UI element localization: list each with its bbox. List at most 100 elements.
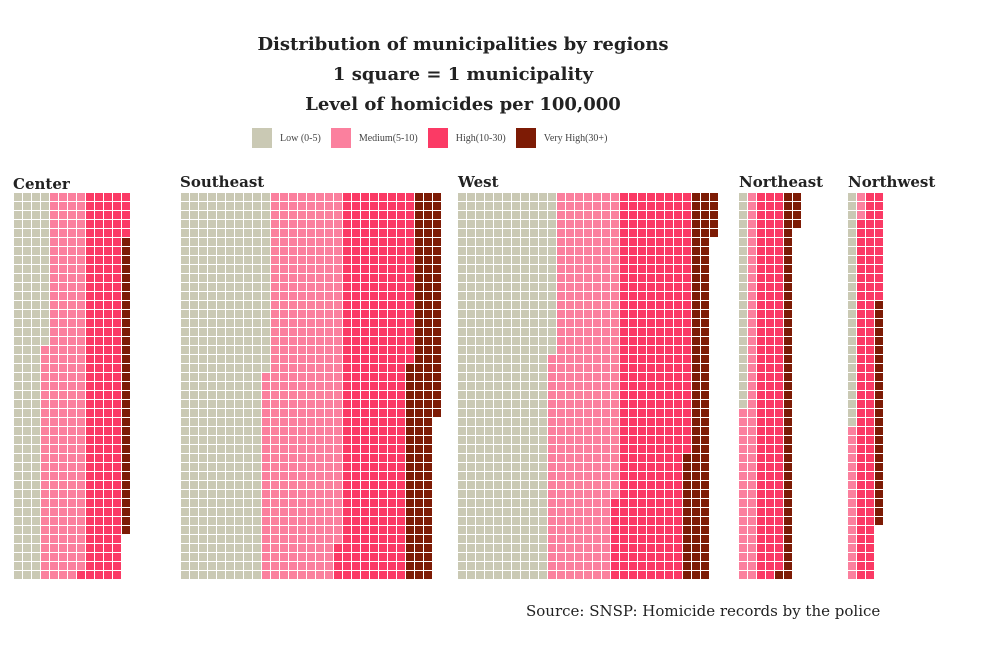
waffle-square-medium — [848, 517, 856, 525]
waffle-square-high — [647, 220, 655, 228]
waffle-square-medium — [602, 499, 610, 507]
waffle-square-high — [379, 301, 387, 309]
waffle-square-medium — [50, 202, 58, 210]
waffle-square-high — [775, 427, 783, 435]
waffle-square-low — [14, 526, 22, 534]
waffle-square-low — [181, 508, 189, 516]
waffle-square-high — [620, 436, 628, 444]
waffle-square-medium — [566, 346, 574, 354]
waffle-square-high — [406, 238, 414, 246]
waffle-square-very-high — [415, 544, 423, 552]
waffle-square-low — [208, 283, 216, 291]
waffle-square-high — [866, 481, 874, 489]
waffle-square-medium — [593, 463, 601, 471]
waffle-square-low — [458, 409, 466, 417]
waffle-square-medium — [289, 193, 297, 201]
waffle-square-very-high — [701, 544, 709, 552]
waffle-square-medium — [59, 283, 67, 291]
waffle-square-medium — [59, 355, 67, 363]
waffle-square-medium — [611, 400, 619, 408]
legend-label-very-high: Very High(30+) — [543, 132, 608, 144]
waffle-square-low — [181, 346, 189, 354]
waffle-square-medium — [325, 490, 333, 498]
waffle-square-low — [226, 202, 234, 210]
waffle-square-low — [235, 364, 243, 372]
waffle-square-high — [370, 535, 378, 543]
waffle-square-medium — [307, 211, 315, 219]
waffle-square-medium — [298, 301, 306, 309]
waffle-square-low — [226, 535, 234, 543]
waffle-square-high — [766, 436, 774, 444]
waffle-square-low — [32, 229, 40, 237]
waffle-square-low — [23, 283, 31, 291]
waffle-square-high — [397, 274, 405, 282]
waffle-square-medium — [271, 220, 279, 228]
waffle-square-low — [521, 256, 529, 264]
waffle-square-medium — [271, 418, 279, 426]
waffle-square-high — [775, 319, 783, 327]
waffle-square-low — [235, 283, 243, 291]
waffle-square-medium — [59, 382, 67, 390]
waffle-square-medium — [593, 229, 601, 237]
waffle-square-high — [361, 247, 369, 255]
waffle-square-medium — [584, 427, 592, 435]
waffle-square-medium — [316, 391, 324, 399]
waffle-square-high — [406, 247, 414, 255]
waffle-square-low — [539, 382, 547, 390]
waffle-square-high — [656, 292, 664, 300]
waffle-square-high — [388, 454, 396, 462]
waffle-square-low — [235, 472, 243, 480]
waffle-square-high — [388, 481, 396, 489]
waffle-square-low — [244, 517, 252, 525]
waffle-square-medium — [59, 436, 67, 444]
waffle-square-medium — [68, 490, 76, 498]
waffle-square-high — [379, 202, 387, 210]
waffle-square-medium — [59, 337, 67, 345]
waffle-square-low — [485, 400, 493, 408]
waffle-square-low — [530, 283, 538, 291]
waffle-square-high — [638, 400, 646, 408]
waffle-square-medium — [316, 301, 324, 309]
waffle-square-low — [739, 265, 747, 273]
waffle-square-high — [406, 292, 414, 300]
waffle-square-medium — [50, 238, 58, 246]
waffle-square-low — [244, 418, 252, 426]
waffle-square-high — [95, 355, 103, 363]
waffle-square-low — [458, 445, 466, 453]
waffle-square-low — [217, 193, 225, 201]
waffle-square-medium — [41, 373, 49, 381]
waffle-square-low — [235, 481, 243, 489]
waffle-square-medium — [280, 382, 288, 390]
waffle-square-medium — [748, 292, 756, 300]
waffle-square-high — [95, 283, 103, 291]
waffle-square-medium — [566, 454, 574, 462]
waffle-square-high — [638, 265, 646, 273]
waffle-square-low — [199, 481, 207, 489]
waffle-square-medium — [611, 373, 619, 381]
waffle-square-medium — [334, 265, 342, 273]
waffle-square-low — [253, 454, 261, 462]
waffle-square-low — [530, 256, 538, 264]
waffle-square-high — [397, 202, 405, 210]
waffle-square-low — [521, 553, 529, 561]
waffle-square-high — [379, 490, 387, 498]
waffle-square-high — [406, 202, 414, 210]
waffle-square-low — [512, 193, 520, 201]
waffle-square-low — [848, 391, 856, 399]
waffle-square-low — [32, 220, 40, 228]
waffle-square-high — [370, 508, 378, 516]
waffle-square-low — [235, 220, 243, 228]
waffle-square-low — [199, 454, 207, 462]
waffle-square-medium — [748, 256, 756, 264]
waffle-square-low — [14, 427, 22, 435]
waffle-square-very-high — [784, 337, 792, 345]
waffle-square-low — [476, 571, 484, 579]
waffle-square-high — [352, 436, 360, 444]
waffle-square-low — [739, 373, 747, 381]
waffle-square-high — [757, 409, 765, 417]
waffle-square-high — [665, 553, 673, 561]
waffle-square-medium — [593, 319, 601, 327]
waffle-square-high — [104, 247, 112, 255]
waffle-square-low — [253, 382, 261, 390]
waffle-square-medium — [41, 391, 49, 399]
